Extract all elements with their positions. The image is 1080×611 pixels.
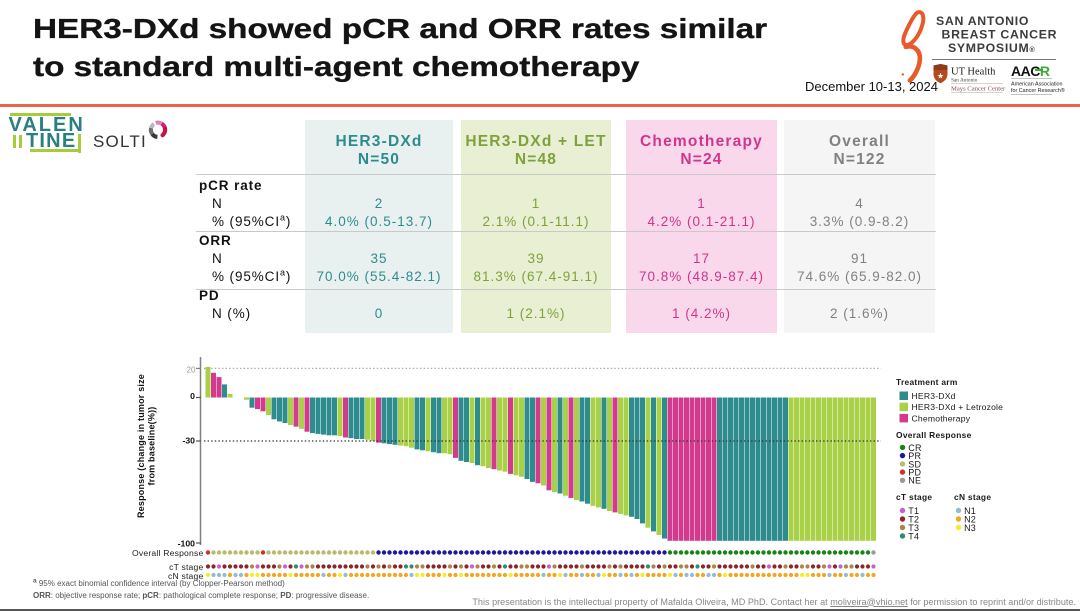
svg-text:-100: -100 bbox=[178, 538, 196, 548]
svg-text:SYMPOSIUM®: SYMPOSIUM® bbox=[948, 41, 1035, 55]
svg-text:from baseline(%)): from baseline(%)) bbox=[147, 407, 157, 486]
svg-text:20: 20 bbox=[187, 365, 196, 374]
svg-text:cT stage: cT stage bbox=[896, 492, 932, 502]
svg-text:cT stage: cT stage bbox=[169, 562, 203, 572]
svg-text:Overall Response: Overall Response bbox=[132, 548, 204, 558]
svg-text:Mays Cancer Center: Mays Cancer Center bbox=[951, 86, 1006, 93]
svg-text:PR: PR bbox=[908, 451, 921, 461]
svg-text:N3: N3 bbox=[964, 523, 976, 533]
svg-text:BREAST CANCER: BREAST CANCER bbox=[942, 28, 1058, 42]
svg-text:San Antonio: San Antonio bbox=[951, 78, 978, 84]
svg-text:cN stage: cN stage bbox=[168, 571, 204, 581]
svg-text:Chemotherapy: Chemotherapy bbox=[912, 413, 971, 423]
svg-text:T1: T1 bbox=[908, 506, 919, 516]
svg-text:Response (change in tumor size: Response (change in tumor size bbox=[136, 374, 146, 518]
svg-text:T3: T3 bbox=[908, 523, 919, 533]
svg-text:SD: SD bbox=[908, 459, 921, 469]
svg-text:PD: PD bbox=[908, 468, 921, 478]
svg-text:SAN ANTONIO: SAN ANTONIO bbox=[936, 14, 1029, 28]
svg-text:N2: N2 bbox=[964, 514, 976, 524]
svg-text:N1: N1 bbox=[964, 506, 976, 516]
svg-text:★: ★ bbox=[937, 72, 944, 81]
svg-text:T2: T2 bbox=[908, 514, 919, 524]
svg-text:American Association: American Association bbox=[1011, 82, 1063, 88]
svg-text:0: 0 bbox=[190, 391, 195, 401]
svg-text:for Cancer Research®: for Cancer Research® bbox=[1011, 87, 1065, 94]
svg-text:CR: CR bbox=[908, 443, 922, 453]
svg-text:cN stage: cN stage bbox=[954, 492, 991, 502]
svg-text:UT Health: UT Health bbox=[951, 67, 996, 78]
svg-text:NE: NE bbox=[908, 476, 921, 486]
svg-text:T4: T4 bbox=[908, 531, 919, 541]
svg-text:December 10-13, 2024: December 10-13, 2024 bbox=[805, 79, 938, 94]
svg-text:Overall Response: Overall Response bbox=[896, 430, 972, 440]
svg-text:HER3-DXd: HER3-DXd bbox=[912, 391, 956, 401]
svg-text:HER3-DXd + Letrozole: HER3-DXd + Letrozole bbox=[912, 402, 1004, 412]
svg-text:Treatment arm: Treatment arm bbox=[896, 377, 958, 387]
svg-text:AACR: AACR bbox=[1011, 63, 1050, 79]
svg-text:-30: -30 bbox=[182, 436, 195, 446]
